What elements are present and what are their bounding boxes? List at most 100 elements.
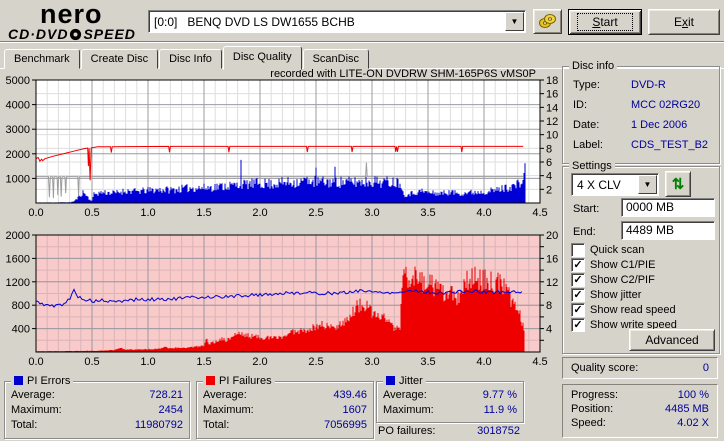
tab-scandisc[interactable]: ScanDisc xyxy=(302,49,370,69)
checkbox-box[interactable]: ✓ xyxy=(571,303,585,317)
jitter-marker xyxy=(386,376,395,385)
scan-start-label: Start: xyxy=(573,203,600,215)
svg-text:12: 12 xyxy=(546,116,558,128)
speed-value: 4.02 X xyxy=(677,417,709,429)
checkbox-show-jitter[interactable]: ✓ Show jitter xyxy=(571,288,641,302)
nero-logo: nero CD·DVD SPEED xyxy=(8,1,148,43)
po-failures-value: 3018752 xyxy=(477,425,520,437)
pi-failures-legend: PI Failures xyxy=(203,375,275,387)
disc-label-value: CDS_TEST_B2 xyxy=(631,139,709,151)
svg-text:18: 18 xyxy=(546,75,558,87)
checkbox-box[interactable] xyxy=(571,243,585,257)
scan-start-input[interactable]: 0000 MB xyxy=(621,198,715,217)
svg-text:3.0: 3.0 xyxy=(364,356,379,368)
svg-text:4: 4 xyxy=(546,324,552,336)
svg-text:12: 12 xyxy=(546,277,558,289)
checkbox-box[interactable]: ✓ xyxy=(571,273,585,287)
pi-errors-panel: PI Errors Average: 728.21 Maximum: 2454 … xyxy=(4,375,190,439)
svg-text:1.0: 1.0 xyxy=(140,356,155,368)
stat-label: Total: xyxy=(11,419,38,431)
stat-row: Maximum: 11.9 % xyxy=(377,401,523,416)
disc-type-label: Type: xyxy=(573,79,600,91)
svg-text:400: 400 xyxy=(12,324,30,336)
exit-button[interactable]: Exit xyxy=(648,9,720,35)
svg-text:4.0: 4.0 xyxy=(476,207,491,219)
scan-end-label: End: xyxy=(573,226,596,238)
disc-date-label: Date: xyxy=(573,119,600,131)
stat-label: Average: xyxy=(203,389,247,401)
position-value: 4485 MB xyxy=(664,403,709,415)
logo-speed-text: SPEED xyxy=(83,26,136,42)
svg-text:1.5: 1.5 xyxy=(196,207,211,219)
pi-errors-marker xyxy=(14,376,23,385)
stat-row: Maximum: 2454 xyxy=(5,401,189,416)
settings-title: Settings xyxy=(569,160,615,172)
svg-text:2.0: 2.0 xyxy=(252,356,267,368)
stat-value: 2454 xyxy=(158,404,183,416)
scan-speed-select[interactable]: 4 X CLV ▼ xyxy=(571,173,659,196)
svg-text:8: 8 xyxy=(546,300,552,312)
stat-row: Average: 439.46 xyxy=(197,382,373,401)
stat-label: Total: xyxy=(203,419,230,431)
stat-row: Maximum: 1607 xyxy=(197,401,373,416)
checkbox-box[interactable]: ✓ xyxy=(571,258,585,272)
quality-score-value: 0 xyxy=(702,362,709,374)
svg-text:4.5: 4.5 xyxy=(532,356,547,368)
tab-disc-quality[interactable]: Disc Quality xyxy=(222,46,302,70)
speed-label: Speed: xyxy=(571,417,606,429)
drive-select[interactable]: [0:0] BENQ DVD LS DW1655 BCHB ▼ xyxy=(148,10,526,33)
svg-text:1.5: 1.5 xyxy=(196,356,211,368)
advanced-button-label: Advanced xyxy=(645,333,699,347)
eject-disc-button[interactable] xyxy=(533,9,562,34)
svg-text:0.5: 0.5 xyxy=(84,356,99,368)
stat-value: 439.46 xyxy=(333,389,367,401)
position-label: Position: xyxy=(571,403,614,415)
checkbox-show-c2-pif[interactable]: ✓ Show C2/PIF xyxy=(571,273,655,287)
stat-row: Total: 11980792 xyxy=(5,416,189,431)
checkbox-box[interactable]: ✓ xyxy=(571,288,585,302)
checkbox-quick-scan[interactable]: Quick scan xyxy=(571,243,644,257)
tab-create-disc[interactable]: Create Disc xyxy=(80,49,159,69)
progress-panel: Progress: 100 % Position: 4485 MB Speed:… xyxy=(562,384,718,438)
dropdown-arrow-icon[interactable]: ▼ xyxy=(505,12,524,31)
dropdown-arrow-icon[interactable]: ▼ xyxy=(638,175,657,194)
checkbox-box[interactable]: ✓ xyxy=(571,318,585,332)
progress-row: Progress: 100 % xyxy=(563,385,717,401)
svg-text:6: 6 xyxy=(546,157,552,169)
svg-text:2.0: 2.0 xyxy=(252,207,267,219)
stat-row: Average: 728.21 xyxy=(5,382,189,401)
stat-value: 7056995 xyxy=(324,419,367,431)
checkbox-label: Quick scan xyxy=(590,244,645,256)
start-button[interactable]: Start xyxy=(568,9,642,35)
quality-score-panel: Quality score: 0 xyxy=(562,357,718,379)
tab-benchmark[interactable]: Benchmark xyxy=(4,49,80,69)
disc-info-group: Disc info Type: DVD-R ID: MCC 02RG20 Dat… xyxy=(562,60,720,164)
svg-text:3.5: 3.5 xyxy=(420,356,435,368)
tab-disc-info[interactable]: Disc Info xyxy=(159,49,222,69)
refresh-button[interactable]: ⇅ xyxy=(665,171,691,197)
advanced-button[interactable]: Advanced xyxy=(629,329,715,351)
svg-text:800: 800 xyxy=(12,300,30,312)
pi-failures-marker xyxy=(206,376,215,385)
stat-label: Average: xyxy=(11,389,55,401)
stat-label: Maximum: xyxy=(383,404,434,416)
svg-text:16: 16 xyxy=(546,253,558,265)
checkbox-show-read-speed[interactable]: ✓ Show read speed xyxy=(571,303,676,317)
settings-group: Settings 4 X CLV ▼ ⇅ Start: 0000 MB End:… xyxy=(562,160,720,354)
checkbox-show-c1-pie[interactable]: ✓ Show C1/PIE xyxy=(571,258,655,272)
checkbox-show-write-speed[interactable]: ✓ Show write speed xyxy=(571,318,677,332)
pif-jitter-chart: 400 800 1200 1600 2000 4 8 12 16 20 0.0 0.5 1.0 1.5 2.… xyxy=(6,230,558,368)
svg-text:5000: 5000 xyxy=(6,75,30,87)
pi-failures-title: PI Failures xyxy=(219,375,272,387)
svg-text:8: 8 xyxy=(546,143,552,155)
disc-info-title: Disc info xyxy=(569,60,618,72)
stat-row: Total: 7056995 xyxy=(197,416,373,431)
scan-end-input[interactable]: 4489 MB xyxy=(621,221,715,240)
svg-text:4.5: 4.5 xyxy=(532,207,547,219)
tab-bar: Benchmark Create Disc Disc Info Disc Qua… xyxy=(4,46,370,70)
start-button-label: Start xyxy=(577,13,633,31)
checkbox-label: Show C2/PIF xyxy=(590,274,655,286)
svg-text:1000: 1000 xyxy=(6,173,30,185)
checkbox-label: Show C1/PIE xyxy=(590,259,656,271)
pi-failures-panel: PI Failures Average: 439.46 Maximum: 160… xyxy=(196,375,374,439)
